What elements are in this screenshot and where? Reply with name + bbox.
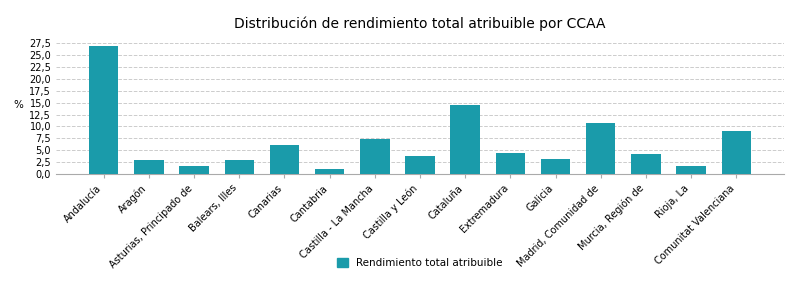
Bar xyxy=(134,160,164,174)
Bar xyxy=(360,139,390,174)
Bar xyxy=(586,123,615,174)
Bar xyxy=(270,145,299,174)
Bar xyxy=(676,167,706,174)
Bar xyxy=(450,105,480,174)
Bar xyxy=(496,153,525,174)
Title: Distribución de rendimiento total atribuible por CCAA: Distribución de rendimiento total atribu… xyxy=(234,16,606,31)
Bar xyxy=(225,160,254,174)
Bar xyxy=(179,167,209,174)
Y-axis label: %: % xyxy=(14,100,23,110)
Bar xyxy=(406,156,434,174)
Bar xyxy=(631,154,661,174)
Bar xyxy=(315,169,344,174)
Bar xyxy=(89,46,118,174)
Bar xyxy=(722,131,751,174)
Bar xyxy=(541,159,570,174)
Legend: Rendimiento total atribuible: Rendimiento total atribuible xyxy=(338,258,502,268)
